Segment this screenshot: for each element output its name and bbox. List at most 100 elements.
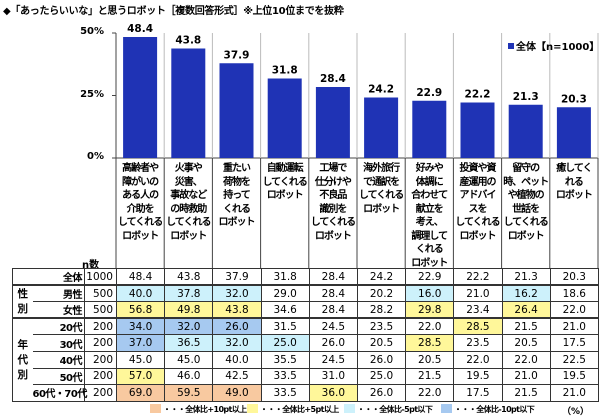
row-label: 全体: [32, 268, 85, 286]
table-cell: 23.4: [453, 301, 503, 319]
table-cell: 37.0: [115, 334, 166, 352]
highlight-legend-item: ・・・全体比-5pt以下: [344, 404, 441, 415]
table-cell: 24.5: [308, 317, 358, 336]
table-cell: 32.0: [164, 317, 214, 336]
category-label: 投資や資 産運用の アドバイ スを してくれる ロボット: [455, 163, 500, 242]
legend-swatch: [508, 43, 514, 49]
table-cell: 28.2: [356, 301, 407, 319]
table-cell: 20.3: [549, 268, 599, 286]
table-row: 女性 500 56.8 49.8 43.8 34.6 28.4 28.2 29.8 23.4 26.…: [13, 301, 599, 319]
table-cell: 28.4: [308, 268, 358, 286]
table-cell: 56.8: [115, 301, 166, 319]
table-cell: 31.5: [260, 317, 310, 336]
table-cell: 40.0: [212, 350, 262, 369]
table-cell: 26.0: [212, 317, 262, 336]
highlight-legend-item: ・・・全体比-10pt以下: [441, 404, 538, 415]
row-label: 50代: [32, 367, 85, 386]
table-cell: 33.5: [260, 384, 310, 402]
table-row: 60代・70代 200 69.0 59.5 49.0 33.5 36.0 26.0 22.0 17…: [13, 384, 599, 402]
table-row: 性別 男性 500 40.0 37.8 32.0 29.0 28.4 20.2 16.0 21.0 1…: [12, 284, 599, 319]
table-row: 50代 200 57.0 46.0 42.5 33.5 31.0 25.0 21.5 19.5 21…: [13, 367, 599, 386]
table-cell: 34.0: [115, 317, 166, 336]
table-cell: 34.6: [260, 301, 310, 319]
table-cell: 32.0: [212, 284, 262, 303]
table-cell: 28.4: [308, 284, 358, 303]
table-cell: 16.0: [405, 284, 455, 303]
category-label: 自動運転 してくれる ロボット: [262, 163, 307, 201]
n-header: n数: [82, 260, 100, 271]
y-tick-label: 0%: [87, 151, 104, 162]
legend-swatch: [344, 404, 355, 413]
sample-size: 500: [84, 284, 117, 303]
table-cell: 22.0: [405, 317, 455, 336]
chart-title: ◆「あったらいいな」と思うロボット［複数回答形式］※上位10位までを抜粋: [3, 6, 344, 17]
table-cell: 20.5: [356, 334, 407, 352]
category-label: 重たい 荷物を 持って くれる ロボット: [218, 163, 255, 228]
table-cell: 25.0: [356, 367, 407, 386]
table-cell: 33.5: [260, 367, 310, 386]
bar: [315, 87, 350, 158]
table-cell: 19.5: [453, 367, 503, 386]
table-cell: 22.0: [405, 384, 455, 402]
table-cell: 45.0: [164, 350, 214, 369]
legend-label: 全体【n=1000】: [516, 42, 600, 53]
table-cell: 59.5: [164, 384, 214, 402]
sample-size: 200: [84, 317, 117, 336]
data-label: 43.8: [175, 35, 201, 47]
table-cell: 26.0: [356, 384, 407, 402]
table-cell: 36.0: [308, 384, 358, 402]
table-cell: 40.0: [115, 284, 166, 303]
bar: [364, 97, 399, 158]
table-cell: 22.0: [453, 350, 503, 369]
table-cell: 26.0: [308, 334, 358, 352]
table-cell: 20.5: [501, 334, 551, 352]
table-cell: 28.5: [405, 334, 455, 352]
table-cell: 37.8: [164, 284, 214, 303]
table-cell: 31.0: [308, 367, 358, 386]
table-cell: 25.0: [260, 334, 310, 352]
table-cell: 18.6: [549, 284, 599, 303]
legend-label: ・・・全体比-5pt以下: [357, 405, 433, 414]
group-label: 年代別: [12, 317, 33, 402]
table-cell: 22.9: [405, 268, 455, 286]
table-cell: 23.5: [453, 334, 503, 352]
table-cell: 46.0: [164, 367, 214, 386]
row-label: 30代: [32, 334, 85, 352]
highlight-legend-item: ・・・全体比+5pt以上: [247, 404, 344, 415]
table-cell: 21.5: [501, 384, 551, 402]
bar: [219, 63, 254, 158]
table-cell: 45.0: [115, 350, 166, 369]
bar: [412, 100, 447, 158]
table-cell: 16.2: [501, 284, 551, 303]
table-cell: 26.0: [356, 350, 407, 369]
legend-label: ・・・全体比-10pt以下: [454, 405, 535, 414]
legend-swatch: [441, 404, 452, 413]
sample-size: 1000: [84, 268, 117, 286]
table-cell: 24.2: [356, 268, 407, 286]
category-label: 留守の 時、ペット や植物の 世話を してくれる ロボット: [503, 163, 549, 242]
table-cell: 22.2: [453, 268, 503, 286]
category-label: 好みや 体調に 合わせて 献立を 考え、 調理して くれる ロボット: [411, 163, 448, 269]
table-cell: 69.0: [115, 384, 166, 402]
legend-swatch: [247, 404, 258, 413]
table-cell: 17.5: [453, 384, 503, 402]
table-cell: 26.4: [501, 301, 551, 319]
bar: [123, 37, 158, 158]
data-label: 22.9: [416, 87, 442, 99]
table-cell: 21.5: [405, 367, 455, 386]
table-cell: 24.5: [308, 350, 358, 369]
table-cell: 21.0: [501, 367, 551, 386]
table-cell: 35.5: [260, 350, 310, 369]
group-label: 性別: [12, 284, 33, 319]
legend-swatch: [150, 404, 161, 413]
table-cell: 22.0: [549, 301, 599, 319]
unit-label: （%）: [562, 407, 590, 417]
data-label: 48.4: [127, 23, 153, 35]
table-cell: 37.9: [212, 268, 262, 286]
data-table: 全体 1000 48.4 43.8 37.9 31.8 28.4 24.2 22.9 22.2 21…: [12, 268, 599, 402]
sample-size: 500: [84, 301, 117, 319]
table-cell: 28.5: [453, 317, 503, 336]
row-label: 20代: [32, 317, 85, 336]
sample-size: 200: [84, 350, 117, 369]
bar: [171, 48, 206, 158]
